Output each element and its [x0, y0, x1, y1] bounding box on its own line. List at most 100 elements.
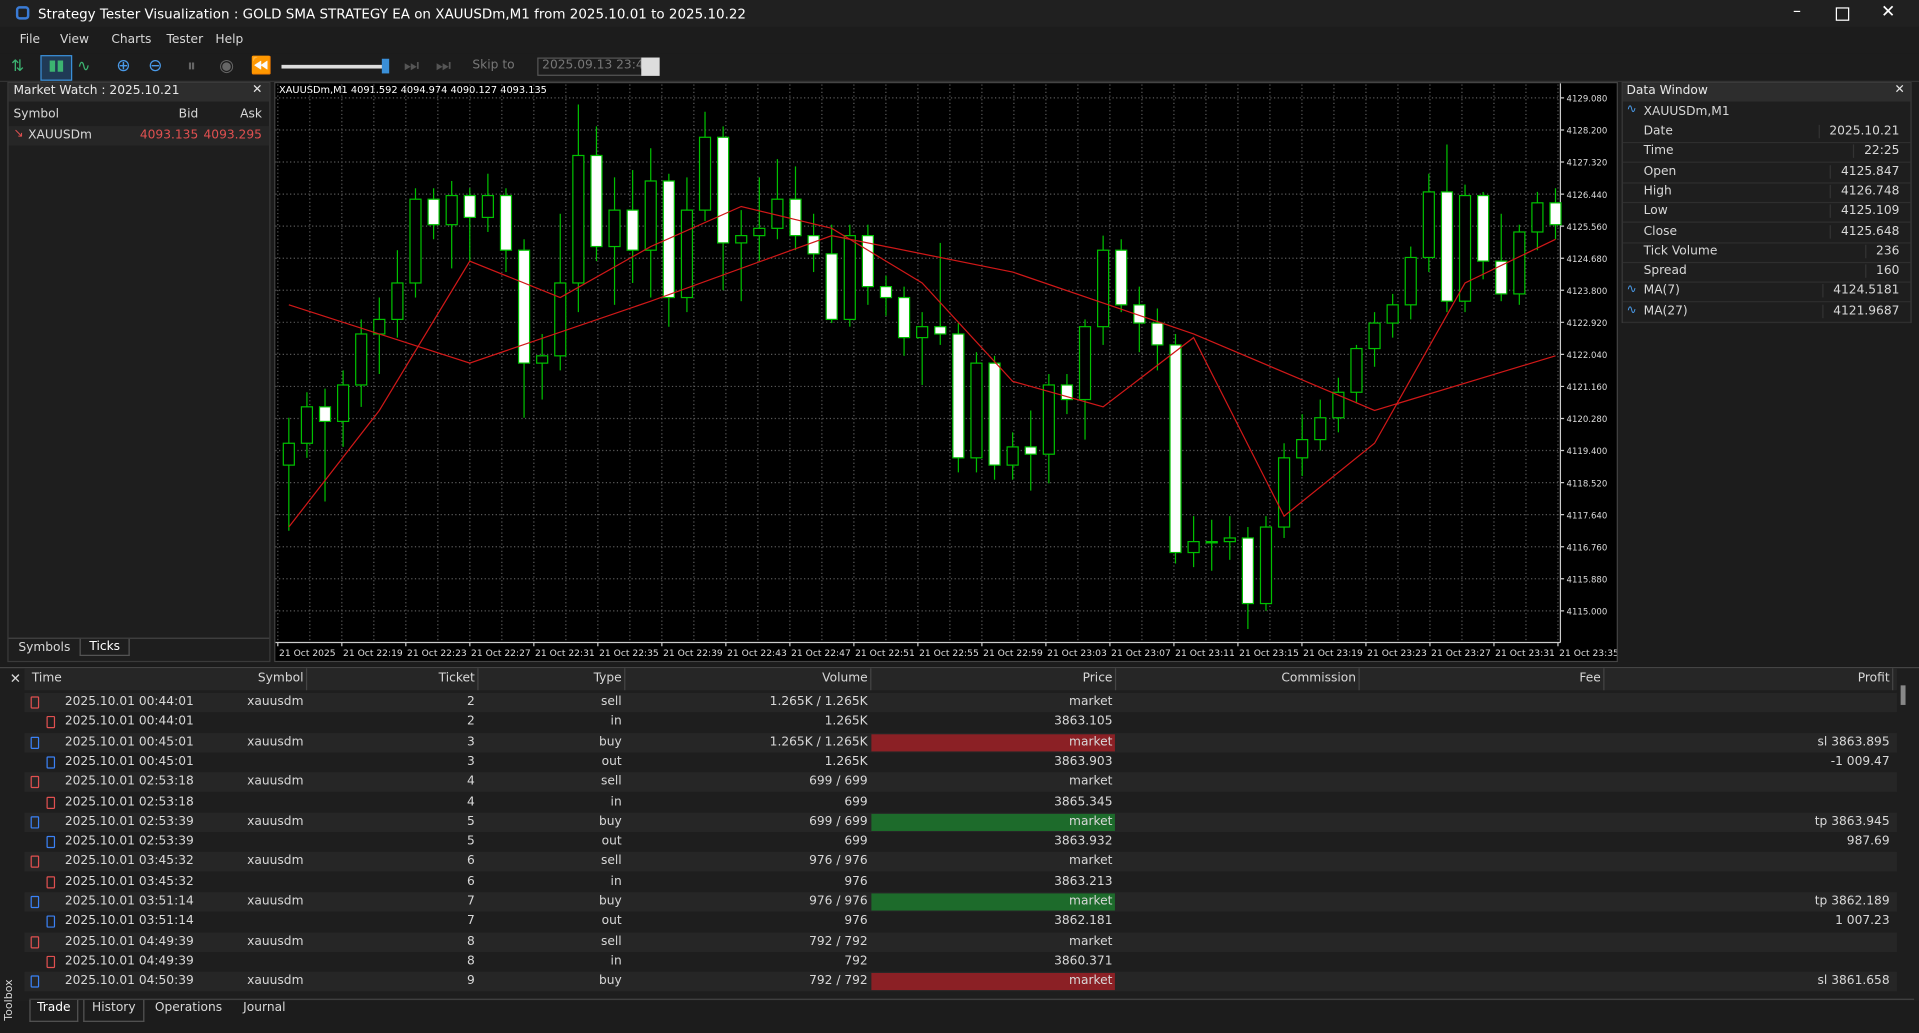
x-tick-label: 21 Oct 23:27 — [1431, 648, 1491, 659]
column-header[interactable]: Time — [31, 671, 62, 686]
deal-icon — [46, 796, 56, 809]
menu-item[interactable]: View — [59, 33, 90, 47]
table-row[interactable]: 2025.10.01 04:49:39 8 in 792 3860.371 — [24, 952, 1897, 972]
speed-button[interactable]: ⏪ — [250, 56, 273, 76]
column-divider — [1114, 668, 1117, 691]
table-row[interactable]: 2025.10.01 00:44:01 2 in 1.265K 3863.105 — [24, 712, 1897, 733]
step-button[interactable]: ⏭ — [403, 56, 420, 76]
y-tick-label: 4115.000 — [1567, 608, 1608, 618]
zoom-in-button[interactable]: ⊕ — [116, 56, 131, 76]
column-divider — [624, 668, 626, 691]
cell-ticket: 8 — [467, 954, 475, 968]
pause-button[interactable]: ⏸ — [187, 56, 196, 76]
x-tick-label: 21 Oct 2025 — [279, 648, 336, 659]
cell-time: 2025.10.01 04:49:39 — [64, 954, 194, 968]
close-toolbox[interactable]: ✕ — [9, 670, 22, 687]
cell-volume: 1.265K — [824, 754, 868, 769]
cell-ticket: 2 — [467, 695, 475, 709]
close-button[interactable]: ✕ — [1881, 2, 1896, 23]
end-button[interactable]: ⏭ — [435, 56, 452, 76]
candle-body — [1404, 256, 1417, 306]
tab[interactable]: History — [83, 999, 145, 1022]
tab[interactable]: Symbols — [18, 641, 71, 655]
y-tick-label: 4120.280 — [1567, 415, 1608, 425]
minimize-button[interactable]: – — [1792, 2, 1801, 21]
data-value: 4125.109 — [1830, 204, 1899, 219]
table-row[interactable]: 2025.10.01 00:45:01 3 out 1.265K 3863.903 -1 … — [24, 752, 1897, 773]
data-label: MA(27) — [1643, 304, 1688, 318]
cell-time: 2025.10.01 02:53:18 — [64, 774, 194, 789]
cell-ticket: 4 — [467, 794, 475, 809]
table-row[interactable]: 2025.10.01 02:53:18 4 in 699 3865.345 — [24, 792, 1897, 813]
tab-active[interactable]: Ticks — [79, 638, 130, 656]
column-header[interactable]: Type — [593, 671, 622, 686]
cell-ticket: 7 — [467, 894, 475, 909]
cell-ticket: 5 — [467, 834, 475, 849]
table-row[interactable]: 2025.10.01 04:49:39 xauusdm 8 sell 792 / 792… — [24, 932, 1897, 952]
price-highlight — [871, 973, 1115, 991]
menu-item[interactable]: File — [19, 33, 41, 47]
menu-item[interactable]: Help — [215, 33, 244, 47]
x-tick-label: 21 Oct 22:39 — [663, 648, 723, 659]
deal-icon — [30, 935, 40, 948]
scrollbar[interactable] — [1900, 685, 1906, 705]
data-row: Open 4125.847 — [1622, 162, 1911, 184]
cell-type: in — [610, 874, 622, 889]
data-row: Tick Volume 236 — [1622, 242, 1911, 263]
cell-time: 2025.10.01 00:44:01 — [64, 715, 194, 729]
candle-body — [662, 180, 675, 299]
line-chart-button[interactable]: ∿ — [77, 57, 91, 76]
close-panel[interactable]: ✕ — [1894, 83, 1905, 97]
column-header[interactable]: Fee — [1579, 671, 1601, 686]
slider-thumb[interactable] — [381, 58, 390, 74]
column-header[interactable]: Profit — [1857, 671, 1890, 686]
symbol: XAUUSDm — [28, 128, 92, 142]
column-header[interactable]: Commission — [1281, 671, 1357, 686]
tab[interactable]: Journal — [243, 1001, 286, 1015]
tab-active[interactable]: Trade — [29, 999, 79, 1022]
data-row: ∿ MA(7) 4124.5181 — [1622, 282, 1911, 303]
cell-volume: 976 — [844, 874, 868, 889]
cell-price: 3863.213 — [1054, 874, 1113, 889]
table-row[interactable]: 2025.10.01 03:51:14 7 out 976 3862.181 1 007.… — [24, 912, 1897, 932]
column-header[interactable]: Ticket — [438, 671, 475, 686]
table-row[interactable]: 2025.10.01 03:45:32 6 in 976 3863.213 — [24, 872, 1897, 892]
table-row[interactable]: 2025.10.01 04:50:39 xauusdm 9 buy 792 / 792 m… — [24, 971, 1897, 992]
stop-button[interactable]: ◉ — [219, 56, 235, 76]
table-row[interactable]: 2025.10.01 00:45:01 xauusdm 3 buy 1.265K / 1… — [24, 732, 1897, 753]
maximize-button[interactable] — [1835, 7, 1850, 21]
table-row[interactable]: 2025.10.01 03:51:14 xauusdm 7 buy 976 / 976 m… — [24, 892, 1897, 912]
menu-bar: File View Charts Tester Help — [0, 26, 1919, 54]
speed-slider[interactable] — [281, 64, 387, 69]
column-divider — [1358, 668, 1360, 691]
candle-body — [536, 355, 549, 364]
candle-body — [373, 318, 386, 335]
symbol-row[interactable]: ↘ XAUUSDm 4093.135 4093.295 — [8, 126, 270, 146]
tab[interactable]: Operations — [154, 1001, 223, 1015]
table-row[interactable]: 2025.10.01 03:45:32 xauusdm 6 sell 976 / 976… — [24, 852, 1897, 872]
candle-body — [463, 194, 476, 219]
column-divider — [1892, 668, 1894, 691]
table-row[interactable]: 2025.10.01 02:53:39 5 out 699 3863.932 987.69 — [24, 832, 1897, 852]
menu-item[interactable]: Charts — [111, 33, 152, 47]
cell-profit: -1 009.47 — [1830, 754, 1890, 769]
bar-chart-button[interactable]: ⇅ — [11, 57, 25, 76]
table-row[interactable]: 2025.10.01 02:53:18 xauusdm 4 sell 699 / 699… — [24, 772, 1897, 793]
table-row[interactable]: 2025.10.01 02:53:39 xauusdm 5 buy 699 / 699 m… — [24, 812, 1897, 832]
table-row[interactable]: 2025.10.01 00:44:01 xauusdm 2 sell 1.265K / … — [24, 692, 1897, 713]
cell-price: market — [1069, 814, 1113, 829]
deal-icon — [46, 915, 56, 929]
skip-date-input[interactable]: 2025.09.13 23:45 — [537, 57, 651, 76]
column-header[interactable]: Volume — [822, 671, 868, 686]
menu-item[interactable]: Tester — [166, 33, 204, 47]
column-header[interactable]: Symbol — [257, 671, 304, 686]
candle-body — [1422, 191, 1435, 259]
cell-volume: 699 — [844, 794, 868, 809]
date-picker[interactable] — [641, 57, 660, 76]
close-panel[interactable]: ✕ — [252, 83, 263, 97]
candle-chart-button[interactable]: ▮▮ — [40, 55, 73, 81]
zoom-out-button[interactable]: ⊖ — [148, 56, 163, 76]
data-value: 160 — [1865, 264, 1899, 278]
cell-volume: 699 / 699 — [809, 814, 868, 829]
column-header[interactable]: Price — [1082, 671, 1113, 686]
